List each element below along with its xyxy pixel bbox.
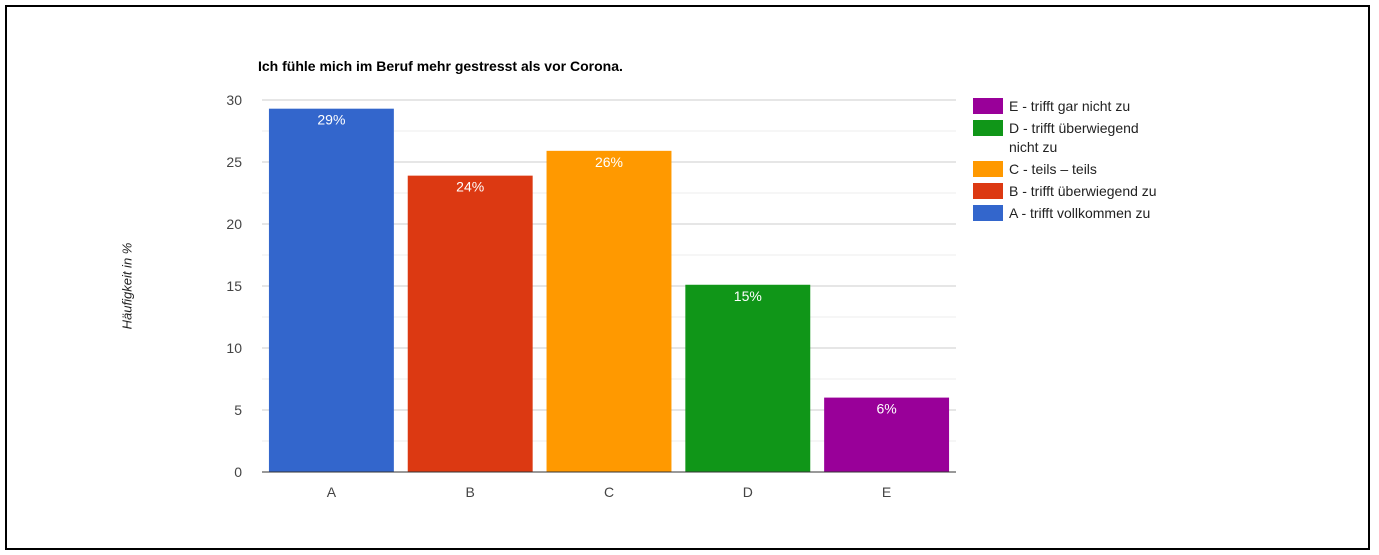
x-tick-label: B [466, 484, 475, 500]
bar-d [685, 284, 811, 472]
y-tick-label: 10 [226, 340, 242, 356]
y-tick-label: 20 [226, 216, 242, 232]
y-tick-label: 5 [234, 402, 242, 418]
bar-data-label: 15% [734, 288, 762, 304]
y-tick-label: 0 [234, 464, 242, 480]
legend-label: B - trifft überwiegend zu [1009, 183, 1157, 199]
legend-item: A - trifft vollkommen zu [973, 204, 1183, 223]
bar-data-label: 26% [595, 154, 623, 170]
legend-item: D - trifft überwiegend nicht zu [973, 119, 1183, 157]
y-tick-label: 30 [226, 92, 242, 108]
bar-data-label: 6% [876, 401, 896, 417]
bar-data-label: 24% [456, 179, 484, 195]
bar-b [407, 175, 533, 472]
x-tick-label: A [327, 484, 337, 500]
legend-swatch [973, 183, 1003, 199]
x-tick-label: E [882, 484, 891, 500]
bar-e [824, 397, 950, 472]
legend-swatch [973, 120, 1003, 136]
bar-data-label: 29% [317, 112, 345, 128]
legend-label: E - trifft gar nicht zu [1009, 98, 1131, 114]
legend-swatch [973, 98, 1003, 114]
chart-title: Ich fühle mich im Beruf mehr gestresst a… [258, 58, 623, 74]
x-tick-label: C [604, 484, 614, 500]
legend-label: A - trifft vollkommen zu [1009, 205, 1151, 221]
legend-item: C - teils – teils [973, 160, 1183, 179]
legend-swatch [973, 161, 1003, 177]
y-tick-label: 25 [226, 154, 242, 170]
y-tick-label: 15 [226, 278, 242, 294]
legend-item: B - trifft überwiegend zu [973, 182, 1183, 201]
chart-legend: E - trifft gar nicht zu D - trifft überwi… [973, 97, 1183, 226]
legend-item: E - trifft gar nicht zu [973, 97, 1183, 116]
legend-swatch [973, 205, 1003, 221]
bar-a [268, 108, 394, 473]
x-tick-label: D [743, 484, 753, 500]
legend-label: C - teils – teils [1009, 161, 1097, 177]
bar-c [546, 150, 672, 472]
legend-label: D - trifft überwiegend nicht zu [1009, 120, 1139, 155]
